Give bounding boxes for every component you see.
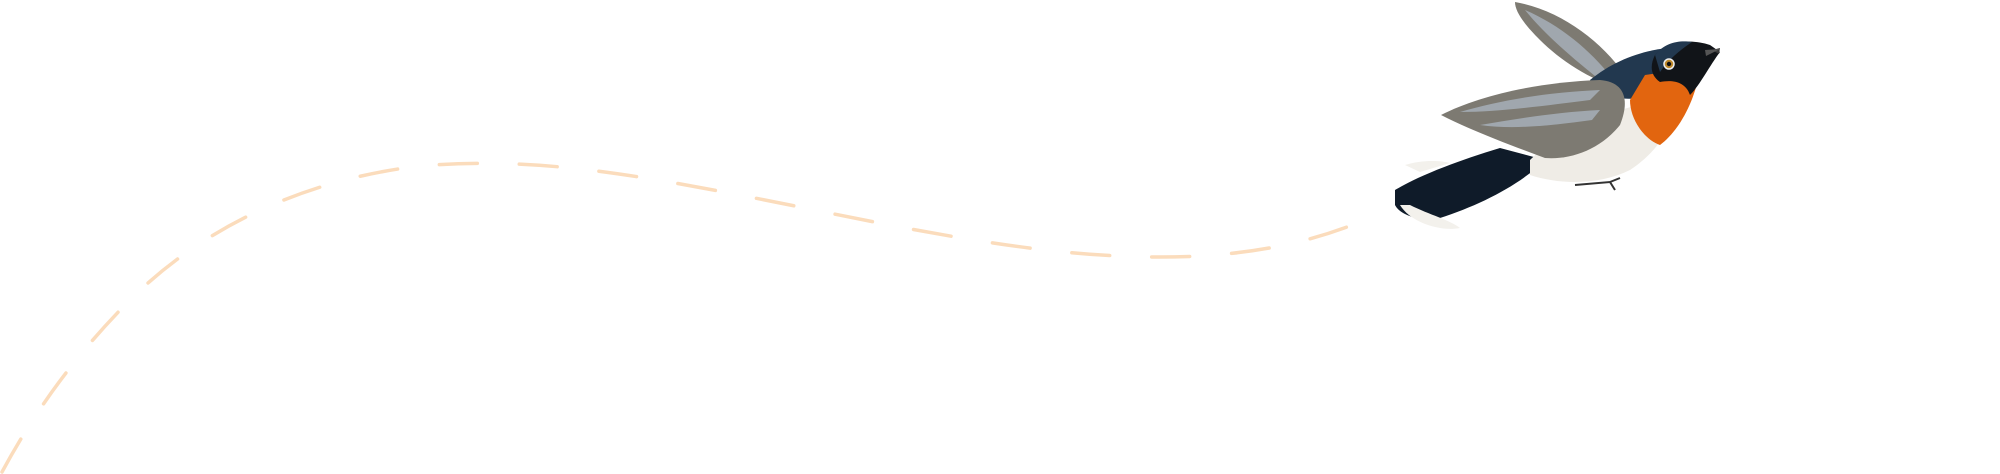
dashed-flight-path	[0, 161, 1362, 474]
bird-tail	[1395, 148, 1545, 220]
bird-illustration	[1395, 2, 1720, 229]
bird-feet	[1574, 177, 1621, 191]
bird-throat	[1630, 70, 1700, 145]
